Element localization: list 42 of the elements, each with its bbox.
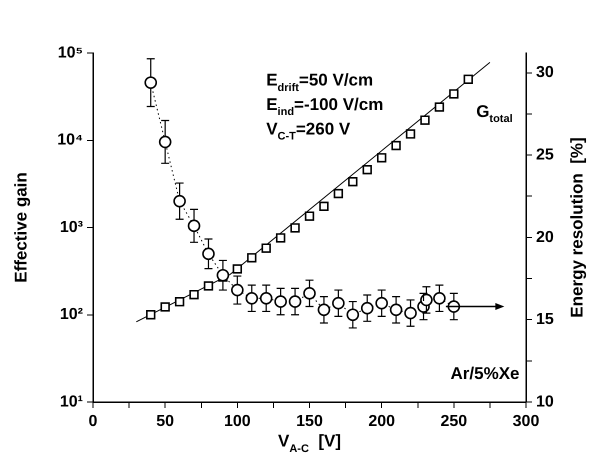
point: [376, 153, 386, 162]
point: [204, 281, 214, 291]
x-tick-label: 200: [368, 413, 396, 430]
point: [232, 264, 242, 274]
x-tick-label: 50: [156, 413, 174, 430]
x-tick-label: 250: [440, 413, 468, 430]
point: [247, 253, 256, 262]
point: [434, 102, 444, 112]
y-tick-label: 10²: [60, 306, 83, 324]
y-tick-label: 10⁴: [57, 132, 84, 149]
point: [449, 89, 459, 99]
y2-tick-label: 15: [536, 311, 554, 328]
point: [262, 243, 271, 253]
x-tick-label: 150: [296, 413, 323, 430]
x-tick-label: 300: [512, 413, 540, 430]
point: [290, 223, 300, 233]
point: [420, 115, 430, 125]
point: [348, 177, 358, 186]
point: [406, 129, 416, 139]
x-tick-label: 0: [88, 413, 98, 430]
point: [319, 202, 329, 211]
annotation: Ar/5%Xe: [450, 364, 520, 383]
y-tick-label: 10⁵: [58, 44, 83, 62]
point: [146, 310, 156, 320]
point: [334, 188, 344, 198]
point: [174, 297, 184, 306]
y-axis-title: Effective gain: [12, 172, 31, 283]
point: [160, 302, 170, 312]
point: [464, 74, 473, 84]
y-tick-label: 10³: [60, 218, 83, 236]
y2-tick-label: 25: [536, 146, 554, 164]
y2-axis-title: Energy resolution [%]: [568, 137, 587, 318]
y-tick-label: 10¹: [60, 393, 83, 410]
y2-tick-label: 10: [536, 393, 554, 410]
point: [304, 211, 314, 221]
point: [276, 233, 286, 243]
point: [189, 290, 199, 300]
point: [362, 164, 372, 174]
x-tick-label: 100: [224, 413, 251, 430]
point: [391, 140, 401, 150]
y2-tick-label: 20: [536, 228, 554, 246]
y2-tick-label: 30: [536, 64, 554, 82]
